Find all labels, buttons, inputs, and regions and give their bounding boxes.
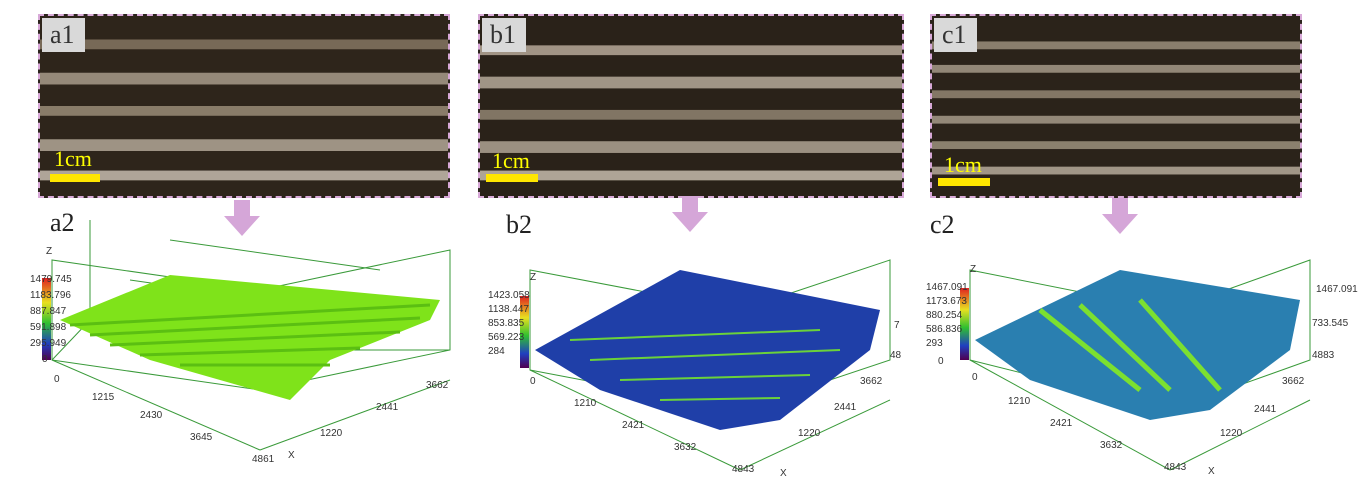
x-tick: 1210 xyxy=(1008,396,1031,407)
right-tick: 48 xyxy=(890,350,902,361)
x-tick: 1215 xyxy=(92,392,115,403)
y-tick: 4883 xyxy=(1312,350,1335,361)
z-axis-label: Z xyxy=(970,264,976,275)
colorbar-tick: 284 xyxy=(488,346,505,357)
down-arrow-icon xyxy=(1102,198,1138,234)
colorbar-tick: 853.835 xyxy=(488,318,525,329)
colorbar-tick: 1183.796 xyxy=(30,290,71,301)
surface-plot-c2: Z 1467.091 1173.673 880.254 586.836 293 … xyxy=(920,240,1360,485)
x-tick: 0 xyxy=(530,376,536,387)
y-tick: 2441 xyxy=(1254,404,1277,415)
texture-image xyxy=(40,16,448,196)
y-tick: 3662 xyxy=(860,376,883,387)
colorbar-tick: 591.898 xyxy=(30,322,67,333)
surface-ridges xyxy=(69,303,431,367)
x-axis-label: X xyxy=(288,450,295,461)
photo-b1: b1 1cm xyxy=(478,14,904,198)
colorbar-tick: 1467.091 xyxy=(926,282,968,293)
right-tick: 7 xyxy=(894,320,900,331)
colorbar-tick: 880.254 xyxy=(926,310,963,321)
texture-image xyxy=(932,16,1300,196)
colorbar-tick: 887.847 xyxy=(30,306,67,317)
x-tick: 1210 xyxy=(574,398,597,409)
photo-label: a1 xyxy=(42,18,85,52)
plot-label: a2 xyxy=(50,208,75,237)
photo-label: c1 xyxy=(934,18,977,52)
surface-ridges xyxy=(569,329,841,401)
photo-label: b1 xyxy=(482,18,526,52)
surface-plot-a2: Z 1479.745 1183.796 887.847 591.898 295.… xyxy=(30,220,470,485)
z-axis-label: Z xyxy=(530,272,536,283)
y-tick: 2441 xyxy=(834,402,857,413)
texture-image xyxy=(480,16,902,196)
surface-ridges xyxy=(1038,298,1222,392)
colorbar-tick: 0 xyxy=(938,356,944,367)
plot-label: b2 xyxy=(506,210,532,239)
scale-label: 1cm xyxy=(54,146,92,171)
colorbar-tick: 1173.673 xyxy=(926,296,967,307)
colorbar-tick: 295.949 xyxy=(30,338,67,349)
x-axis-label: X xyxy=(1208,466,1215,477)
y-tick: 1220 xyxy=(320,428,343,439)
scale-label: 1cm xyxy=(944,152,982,177)
y-tick: 3662 xyxy=(426,380,449,391)
x-tick: 2421 xyxy=(1050,418,1073,429)
x-axis-label: X xyxy=(780,468,787,479)
y-tick: 2441 xyxy=(376,402,399,413)
x-tick: 2430 xyxy=(140,410,163,421)
photo-a1: a1 1cm xyxy=(38,14,450,198)
x-tick: 0 xyxy=(54,374,60,385)
surface-mesh xyxy=(535,270,880,430)
down-arrow-icon xyxy=(672,196,708,232)
x-tick: 3645 xyxy=(190,432,213,443)
surface-mesh xyxy=(975,270,1300,420)
colorbar-tick: 1479.745 xyxy=(30,274,72,285)
plot-label: c2 xyxy=(930,210,955,239)
colorbar xyxy=(960,288,969,360)
right-tick: 1467.091 xyxy=(1316,284,1358,295)
z-axis-label: Z xyxy=(46,246,52,257)
x-tick: 0 xyxy=(972,372,978,383)
x-tick: 4843 xyxy=(732,464,755,475)
scale-label: 1cm xyxy=(492,148,530,173)
x-tick: 3632 xyxy=(674,442,697,453)
x-tick: 2421 xyxy=(622,420,645,431)
colorbar xyxy=(520,296,529,368)
y-tick: 1220 xyxy=(1220,428,1243,439)
y-tick: 1220 xyxy=(798,428,821,439)
colorbar-tick: 569.223 xyxy=(488,332,525,343)
x-tick: 4843 xyxy=(1164,462,1187,473)
colorbar-tick: 1423.058 xyxy=(488,290,530,301)
photo-c1: c1 1cm xyxy=(930,14,1302,198)
down-arrow-icon xyxy=(224,200,260,236)
scale-bar xyxy=(938,178,990,186)
colorbar xyxy=(42,278,51,360)
colorbar-tick: 1138.447 xyxy=(488,304,529,315)
x-tick: 3632 xyxy=(1100,440,1123,451)
scale-bar xyxy=(50,174,100,182)
right-tick: 733.545 xyxy=(1312,318,1349,329)
colorbar-tick: 586.836 xyxy=(926,324,963,335)
scale-bar xyxy=(486,174,538,182)
colorbar-tick: 0 xyxy=(42,354,48,365)
x-tick: 4861 xyxy=(252,454,275,465)
y-tick: 3662 xyxy=(1282,376,1305,387)
colorbar-tick: 293 xyxy=(926,338,943,349)
surface-plot-b2: Z 1423.058 1138.447 853.835 569.223 284 … xyxy=(480,240,910,485)
